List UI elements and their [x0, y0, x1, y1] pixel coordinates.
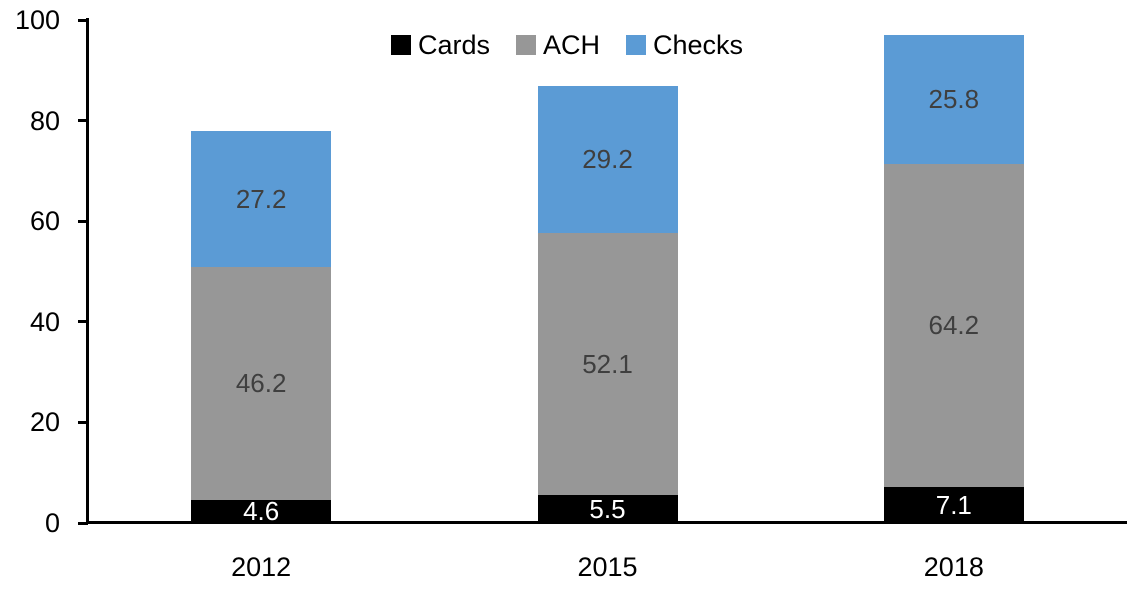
- y-axis-tick: [78, 219, 88, 223]
- bar-segment-value-label: 5.5: [589, 493, 626, 524]
- bar-segment-checks-2015: 29.2: [537, 86, 678, 234]
- y-axis-tick: [78, 521, 88, 525]
- bar-segment-ach-2012: 46.2: [191, 267, 332, 500]
- y-axis-line: [86, 18, 89, 524]
- bar-segment-value-label: 64.2: [928, 310, 980, 341]
- bar-segment-value-label: 29.2: [582, 144, 633, 175]
- legend-label: Cards: [417, 30, 490, 60]
- bar-segment-value-label: 4.6: [243, 495, 280, 526]
- legend-swatch-icon: [626, 35, 646, 55]
- legend-label: Checks: [653, 30, 744, 60]
- y-axis-tick: [78, 119, 88, 123]
- y-axis-tick-label: 80: [29, 105, 60, 136]
- y-axis-tick: [78, 18, 88, 22]
- bar-segment-ach-2018: 64.2: [883, 164, 1024, 488]
- y-axis-tick-label: 100: [14, 5, 60, 35]
- legend-item-checks: Checks: [626, 31, 743, 59]
- bar-segment-cards-2012: 4.6: [191, 495, 332, 526]
- legend-item-cards: Cards: [390, 30, 490, 60]
- bar-segment-value-label: 52.1: [582, 348, 633, 379]
- bar-segment-value-label: 7.1: [935, 489, 972, 520]
- bar-segment-value-label: 27.2: [235, 183, 287, 214]
- legend-swatch-icon: [515, 35, 536, 55]
- bar-segment-ach-2015: 52.1: [537, 233, 678, 496]
- y-axis-tick: [78, 420, 88, 424]
- bar-segment-checks-2012: 27.2: [191, 130, 332, 268]
- x-axis-category-label: 2015: [577, 552, 638, 582]
- legend-label: ACH: [542, 30, 600, 60]
- bar-segment-cards-2018: 7.1: [883, 487, 1024, 523]
- legend-item-ach: ACH: [515, 30, 600, 60]
- y-axis-tick-label: 0: [44, 508, 60, 538]
- chart-legend: Cards ACH Checks: [0, 31, 1134, 59]
- y-axis-tick: [78, 320, 88, 324]
- bar-segment-value-label: 46.2: [235, 368, 287, 399]
- bar-segment-cards-2015: 5.5: [537, 493, 678, 524]
- bar-segment-value-label: 25.8: [928, 83, 980, 114]
- y-axis-tick-label: 40: [29, 306, 60, 337]
- legend-swatch-icon: [390, 35, 411, 55]
- y-axis-tick-label: 60: [29, 206, 60, 237]
- x-axis-category-label: 2018: [923, 552, 984, 582]
- x-axis-category-label: 2012: [231, 552, 292, 582]
- y-axis-tick-label: 20: [29, 407, 60, 438]
- bar-segment-checks-2018: 25.8: [883, 34, 1024, 165]
